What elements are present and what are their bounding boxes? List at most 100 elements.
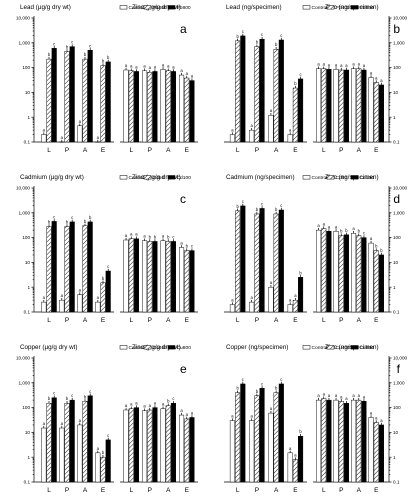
x-tick-label: L xyxy=(47,487,51,494)
y-tick-label: 1,000 xyxy=(393,40,405,45)
significance-letter: b xyxy=(154,234,157,239)
significance-letter: b xyxy=(107,55,110,60)
x-tick-label: P xyxy=(339,317,343,324)
legend-label-pb800: Pb800 xyxy=(360,5,374,11)
bar-cu400 xyxy=(46,403,52,483)
significance-letter: b xyxy=(256,40,259,45)
bar-cd100 xyxy=(170,241,176,313)
y-tick-label: 10,000 xyxy=(16,16,30,21)
significance-letter: c xyxy=(53,41,55,46)
bar-pb400 xyxy=(254,46,260,143)
significance-letter: c xyxy=(191,244,193,249)
bar-cu800 xyxy=(326,399,332,483)
bar-cd50 xyxy=(165,241,171,313)
bar-control xyxy=(287,304,293,313)
bar-control xyxy=(249,129,255,143)
significance-letter: b xyxy=(84,394,87,399)
y-tick-label: 100 xyxy=(393,65,401,70)
bar-cu400 xyxy=(321,398,327,483)
significance-letter: a xyxy=(149,65,152,70)
bar-control xyxy=(368,77,374,143)
x-tick-label: L xyxy=(236,147,240,154)
legend-swatch-pb400 xyxy=(143,5,152,10)
bar-pb800 xyxy=(105,61,111,143)
significance-letter: c xyxy=(172,234,174,239)
legend-swatch-pb800 xyxy=(350,5,359,10)
significance-letter: c xyxy=(89,389,91,394)
bar-cd50 xyxy=(235,210,241,313)
significance-letter: b xyxy=(84,52,87,57)
y-tick-label: 10,000 xyxy=(393,186,407,191)
bar-cu800 xyxy=(278,383,284,483)
significance-letter: a xyxy=(125,233,128,238)
bar-cd100 xyxy=(87,221,93,313)
legend-label-cu800: Cu800 xyxy=(177,345,192,351)
significance-letter: b xyxy=(236,386,239,391)
bar-cu800 xyxy=(87,395,93,483)
bar-control xyxy=(368,242,374,313)
significance-letter: a xyxy=(61,421,64,426)
y-tick-label: 1 xyxy=(27,455,30,460)
x-tick-label: A xyxy=(274,317,279,324)
significance-letter: b xyxy=(275,42,278,47)
x-tick-label: P xyxy=(148,317,152,324)
bar-cd100 xyxy=(343,234,349,313)
bar-control xyxy=(268,412,274,483)
significance-letter: a xyxy=(317,393,320,398)
x-tick-label: E xyxy=(185,147,190,154)
chart-right-title: Zinc (µg/g dry wt) xyxy=(132,344,181,351)
significance-letter: b xyxy=(294,81,297,86)
bar-cu400 xyxy=(254,395,260,483)
significance-letter: a xyxy=(317,223,320,228)
bar-cd50 xyxy=(292,299,298,313)
bar-cu400 xyxy=(373,422,379,483)
bar-cd50 xyxy=(338,235,344,313)
significance-letter: a xyxy=(79,119,82,124)
bar-control xyxy=(287,134,293,143)
x-tick-label: A xyxy=(166,147,171,154)
significance-letter: b xyxy=(299,270,302,275)
significance-letter: b xyxy=(256,207,259,212)
significance-letter: a xyxy=(294,293,297,298)
legend-label-cu400: Cu400 xyxy=(336,345,351,351)
significance-letter: a xyxy=(380,418,383,423)
legend-label-cd100: Cd100 xyxy=(177,175,192,181)
chart-title: Cadmium (ng/specimen) xyxy=(226,174,295,181)
bar-cu800 xyxy=(361,401,367,483)
bar-control xyxy=(229,420,235,483)
bar-control xyxy=(59,427,65,483)
bar-cu400 xyxy=(184,418,190,483)
legend-label-cd50: Cd50 xyxy=(336,175,348,181)
bar-cd50 xyxy=(254,213,260,313)
significance-letter: b xyxy=(275,386,278,391)
bar-cd50 xyxy=(321,228,327,313)
x-tick-label: E xyxy=(293,147,298,154)
significance-letter: a xyxy=(135,232,138,237)
significance-letter: a xyxy=(328,393,331,398)
bar-cd100 xyxy=(259,208,265,313)
x-tick-label: E xyxy=(374,147,379,154)
significance-letter: b xyxy=(275,207,278,212)
significance-letter: a xyxy=(335,62,338,67)
significance-letter: b xyxy=(186,244,189,249)
legend-swatch-control xyxy=(119,345,128,350)
bar-pb800 xyxy=(87,50,93,143)
legend-label-pb400: Pb400 xyxy=(153,5,167,11)
y-tick-label: 10,000 xyxy=(393,356,407,361)
bar-control xyxy=(77,125,83,143)
bar-pb800 xyxy=(343,69,349,143)
x-tick-label: L xyxy=(236,487,240,494)
x-tick-label: A xyxy=(274,487,279,494)
bar-control xyxy=(316,229,322,313)
significance-letter: a xyxy=(186,71,189,76)
significance-letter: a xyxy=(352,393,355,398)
y-tick-label: 0.1 xyxy=(393,310,400,315)
bar-control xyxy=(179,74,185,143)
significance-letter: a xyxy=(186,412,189,417)
significance-letter: b xyxy=(299,429,302,434)
significance-letter: c xyxy=(363,231,365,236)
chart-title: Cadmium (µg/g dry wt) xyxy=(20,174,84,181)
x-tick-label: L xyxy=(129,147,133,154)
significance-letter: c xyxy=(71,40,73,45)
panel-b: Lead (ng/specimen)Zinc (ng/specimen)b10,… xyxy=(224,4,407,154)
